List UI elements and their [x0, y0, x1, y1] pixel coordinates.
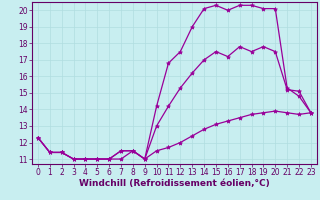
- X-axis label: Windchill (Refroidissement éolien,°C): Windchill (Refroidissement éolien,°C): [79, 179, 270, 188]
